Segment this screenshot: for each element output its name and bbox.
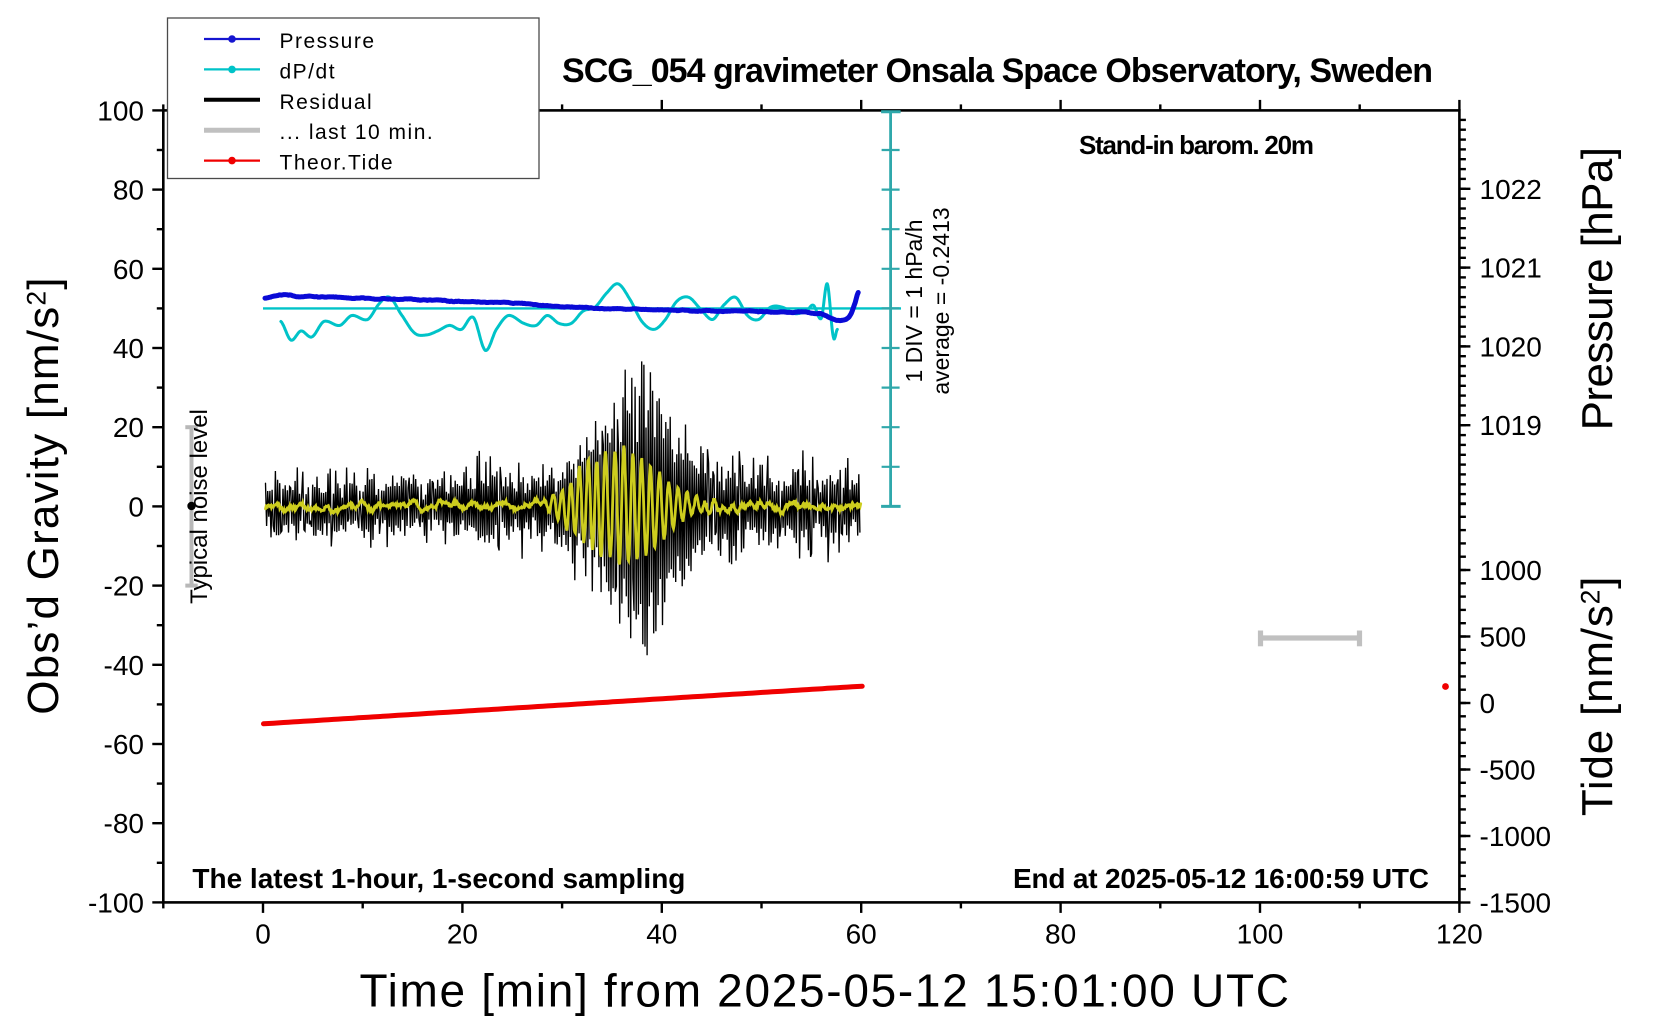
- svg-text:20: 20: [447, 919, 478, 950]
- svg-text:20: 20: [113, 412, 144, 443]
- svg-text:-20: -20: [104, 571, 144, 602]
- svg-text:100: 100: [97, 95, 144, 126]
- svg-text:Pressure [hPa]: Pressure [hPa]: [1573, 148, 1622, 431]
- svg-text:Obs’d Gravity [nm/s2]: Obs’d Gravity [nm/s2]: [19, 276, 68, 714]
- svg-text:40: 40: [113, 333, 144, 364]
- svg-text:1022: 1022: [1480, 174, 1542, 205]
- svg-text:120: 120: [1436, 919, 1483, 950]
- svg-text:... last 10 min.: ... last 10 min.: [280, 121, 435, 144]
- svg-text:80: 80: [1045, 919, 1076, 950]
- svg-text:Stand-in barom. 20m: Stand-in barom. 20m: [1079, 130, 1314, 160]
- svg-text:End at 2025-05-12 16:00:59 UTC: End at 2025-05-12 16:00:59 UTC: [1013, 863, 1429, 894]
- svg-text:1021: 1021: [1480, 253, 1542, 284]
- svg-text:The latest 1-hour, 1-second sa: The latest 1-hour, 1-second sampling: [192, 863, 685, 894]
- svg-text:-40: -40: [104, 650, 144, 681]
- svg-text:-1000: -1000: [1480, 821, 1552, 852]
- svg-text:Typical noise level: Typical noise level: [186, 409, 213, 604]
- svg-text:1019: 1019: [1480, 410, 1542, 441]
- svg-text:60: 60: [113, 254, 144, 285]
- svg-text:500: 500: [1480, 622, 1527, 653]
- svg-text:1 DIV = 1 hPa/h: 1 DIV = 1 hPa/h: [901, 219, 927, 382]
- svg-text:Tide [nm/s2]: Tide [nm/s2]: [1573, 576, 1622, 816]
- svg-text:Residual: Residual: [280, 91, 374, 114]
- svg-text:-60: -60: [104, 729, 144, 760]
- svg-text:-100: -100: [88, 887, 144, 918]
- svg-text:-500: -500: [1480, 755, 1536, 786]
- svg-text:80: 80: [113, 175, 144, 206]
- svg-text:Time [min] from 2025-05-12 15:: Time [min] from 2025-05-12 15:01:00 UTC: [360, 965, 1290, 1017]
- svg-text:0: 0: [128, 491, 144, 522]
- svg-text:0: 0: [255, 919, 271, 950]
- svg-text:-1500: -1500: [1480, 888, 1552, 919]
- svg-text:0: 0: [1480, 688, 1496, 719]
- svg-text:1000: 1000: [1480, 555, 1542, 586]
- svg-text:100: 100: [1237, 919, 1284, 950]
- svg-text:1020: 1020: [1480, 331, 1542, 362]
- svg-text:dP/dt: dP/dt: [280, 60, 337, 83]
- svg-text:Theor.Tide: Theor.Tide: [280, 152, 395, 175]
- svg-text:Pressure: Pressure: [280, 30, 376, 53]
- svg-text:40: 40: [646, 919, 677, 950]
- svg-text:average = -0.2413: average = -0.2413: [928, 207, 954, 394]
- svg-text:-80: -80: [104, 808, 144, 839]
- svg-text:SCG_054 gravimeter Onsala Spac: SCG_054 gravimeter Onsala Space Observat…: [562, 52, 1433, 90]
- svg-text:60: 60: [846, 919, 877, 950]
